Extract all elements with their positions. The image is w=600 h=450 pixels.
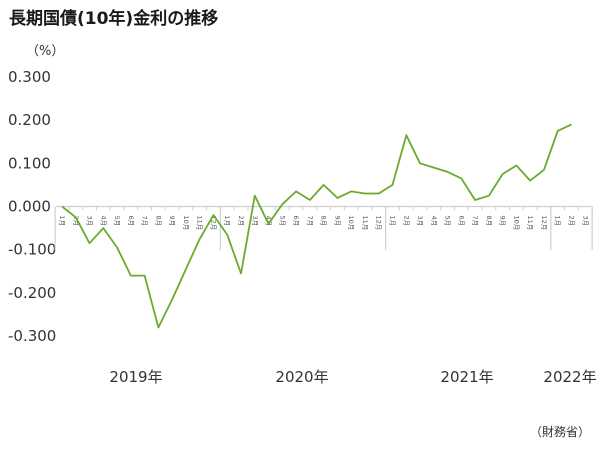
month-tick-label: 12月 bbox=[540, 216, 548, 231]
month-tick-label: 7月 bbox=[306, 216, 314, 227]
y-axis-ticks: 0.300 0.200 0.100 0.000 -0.100 -0.200 -0.300 bbox=[8, 68, 56, 345]
series-line bbox=[61, 123, 572, 329]
y-tick-label: -0.300 bbox=[8, 327, 56, 345]
month-tick-label: 10月 bbox=[512, 216, 520, 231]
month-tick-label: 1月 bbox=[554, 216, 562, 227]
chart-title: 長期国債(10年)金利の推移 bbox=[9, 9, 219, 29]
month-tick-label: 5月 bbox=[113, 216, 121, 227]
month-tick-label: 3月 bbox=[581, 216, 589, 227]
month-tick-label: 7月 bbox=[141, 216, 149, 227]
y-tick-label: 0.200 bbox=[8, 111, 51, 129]
month-tick-label: 7月 bbox=[471, 216, 479, 227]
month-tick-label: 4月 bbox=[265, 216, 273, 227]
month-tick-label: 2月 bbox=[402, 216, 410, 227]
month-tick-label: 9月 bbox=[333, 216, 341, 227]
y-tick-label: -0.200 bbox=[8, 284, 56, 302]
month-tick-label: 12月 bbox=[209, 216, 217, 231]
month-tick-label: 3月 bbox=[251, 216, 259, 227]
month-tick-label: 10月 bbox=[347, 216, 355, 231]
month-tick-label: 6月 bbox=[127, 216, 135, 227]
y-tick-label: -0.100 bbox=[8, 241, 56, 259]
year-label: 2020年 bbox=[275, 368, 328, 386]
month-tick-label: 6月 bbox=[457, 216, 465, 227]
month-tick-label: 3月 bbox=[86, 216, 94, 227]
y-tick-label: 0.100 bbox=[8, 154, 51, 172]
month-tick-label: 9月 bbox=[499, 216, 507, 227]
month-tick-label: 2月 bbox=[237, 216, 245, 227]
month-tick-label: 1月 bbox=[223, 216, 231, 227]
month-tick-label: 1月 bbox=[58, 216, 66, 227]
x-axis-year-labels: 2019年 2020年 2021年 2022年 bbox=[109, 368, 596, 386]
year-label: 2021年 bbox=[440, 368, 493, 386]
month-tick-label: 4月 bbox=[99, 216, 107, 227]
month-tick-label: 8月 bbox=[154, 216, 162, 227]
month-tick-label: 9月 bbox=[168, 216, 176, 227]
month-tick-label: 6月 bbox=[292, 216, 300, 227]
month-tick-label: 4月 bbox=[430, 216, 438, 227]
month-tick-label: 11月 bbox=[361, 216, 369, 231]
x-axis-month-labels: 1月 2月 3月 4月 5月 6月 7月 8月 9月 10月 11月 12月 1月 2月 3月 4月 5月 6月 7… bbox=[58, 216, 589, 231]
month-tick-label: 3月 bbox=[416, 216, 424, 227]
month-tick-label: 2月 bbox=[567, 216, 575, 227]
month-tick-label: 8月 bbox=[485, 216, 493, 227]
year-label: 2019年 bbox=[109, 368, 162, 386]
y-axis-unit-label: （%） bbox=[26, 44, 65, 59]
month-tick-label: 5月 bbox=[444, 216, 452, 227]
month-tick-label: 11月 bbox=[196, 216, 204, 231]
x-axis bbox=[54, 205, 593, 250]
y-tick-label: 0.000 bbox=[8, 198, 51, 216]
month-tick-label: 12月 bbox=[375, 216, 383, 231]
year-label: 2022年 bbox=[543, 368, 596, 386]
series-lines bbox=[61, 123, 572, 329]
month-tick-label: 1月 bbox=[388, 216, 396, 227]
month-tick-label: 2月 bbox=[72, 216, 80, 227]
source-label: （財務省） bbox=[529, 425, 590, 439]
y-tick-label: 0.300 bbox=[8, 68, 51, 86]
month-tick-label: 11月 bbox=[526, 216, 534, 231]
month-tick-label: 8月 bbox=[320, 216, 328, 227]
month-tick-label: 5月 bbox=[278, 216, 286, 227]
month-tick-label: 10月 bbox=[182, 216, 190, 231]
